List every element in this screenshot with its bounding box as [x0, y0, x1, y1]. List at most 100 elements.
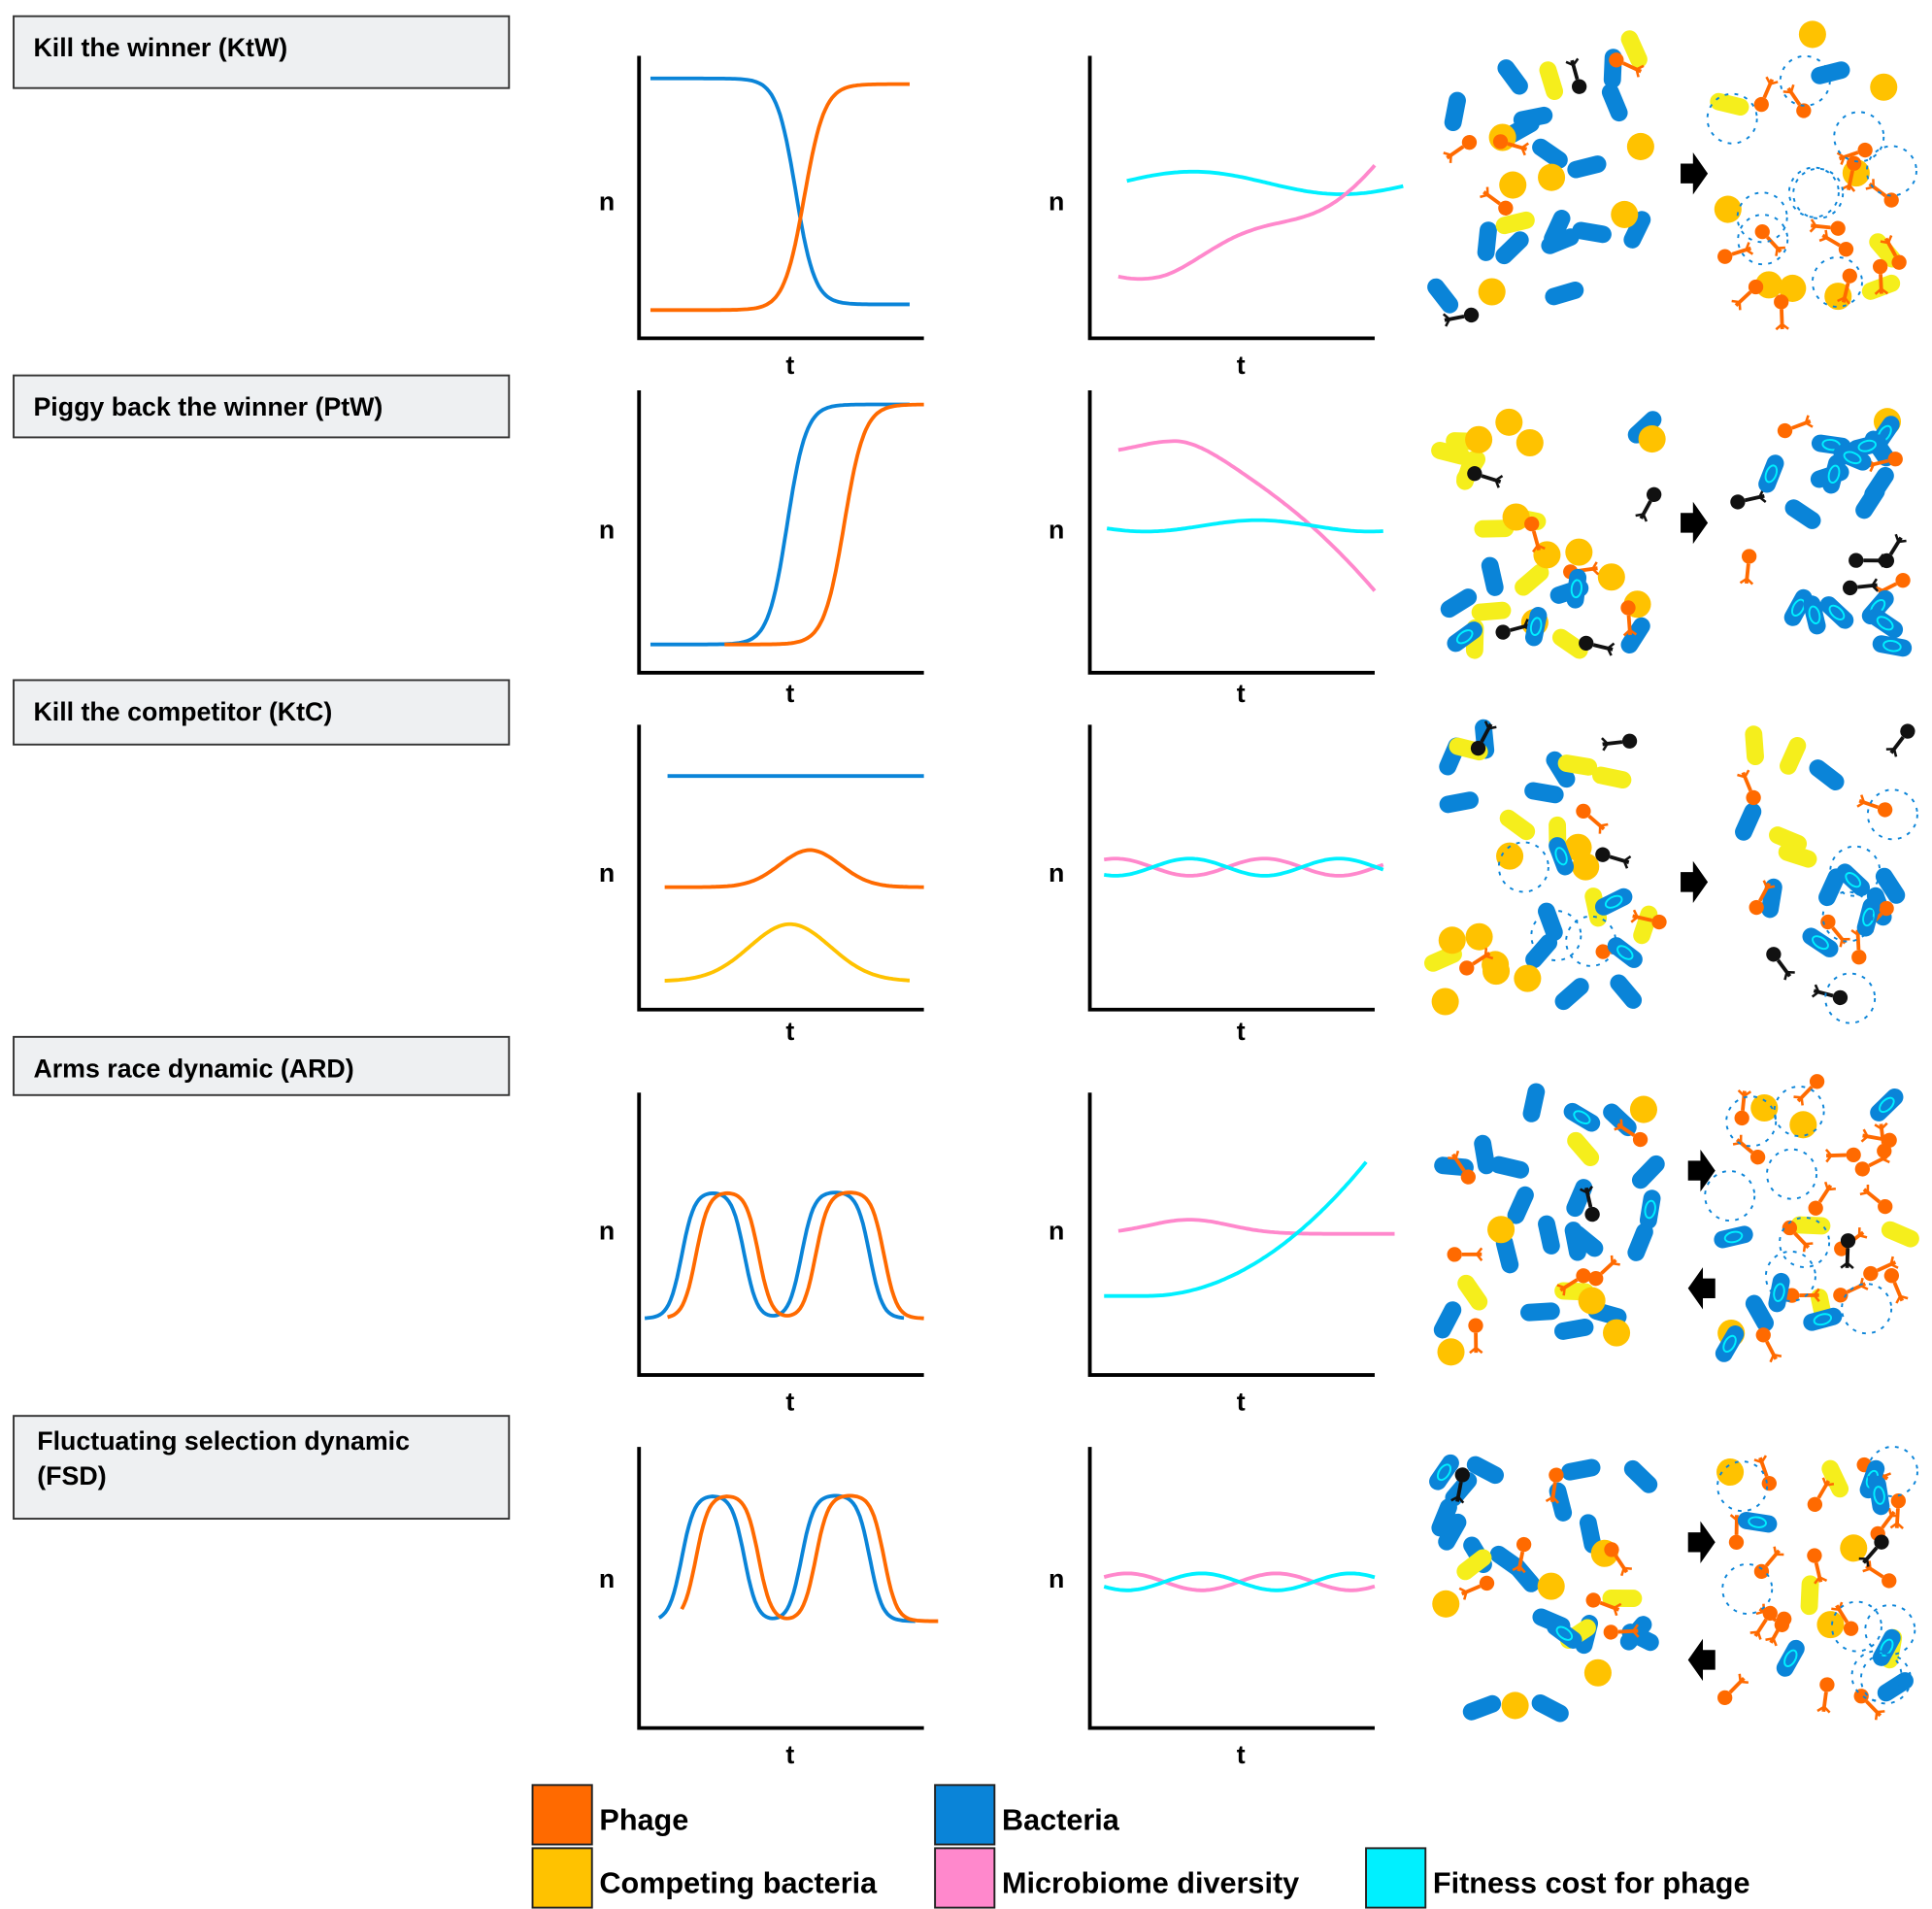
phage-head: [1495, 624, 1511, 640]
phage-legs: [1818, 229, 1829, 243]
arrow: [1681, 501, 1709, 545]
phage-tail: [1735, 1138, 1754, 1155]
phage-head: [1890, 1493, 1907, 1509]
phage-legs: [1580, 1186, 1594, 1194]
phage: [1793, 1074, 1825, 1106]
phage-head: [1807, 1548, 1822, 1563]
axis: [1087, 724, 1375, 1012]
bacterium: [1447, 621, 1482, 653]
phage-tail: [1817, 1184, 1833, 1203]
legend-swatch: [531, 1784, 593, 1846]
phage: [1717, 1673, 1749, 1706]
phage-legs: [1895, 1294, 1909, 1304]
phage-legs: [1824, 1148, 1833, 1163]
bacterium-ring: [1843, 451, 1862, 465]
phage-head: [1842, 268, 1857, 284]
phage-head: [1843, 1621, 1859, 1636]
phage-legs: [1831, 1601, 1844, 1612]
phage-tail: [1626, 615, 1632, 636]
phage: [1450, 1467, 1470, 1504]
phage: [1849, 553, 1884, 568]
bacterium: [1603, 1103, 1637, 1137]
lysed-cell: [1866, 788, 1918, 841]
y-axis-label: n: [599, 515, 615, 544]
phage-legs: [1613, 1602, 1622, 1617]
competing-bacterium: [1502, 503, 1530, 531]
bacterium-ring: [1880, 1638, 1894, 1657]
phage-legs: [1556, 1284, 1566, 1296]
competing-bacterium: [1750, 1093, 1779, 1122]
bacterium: [1553, 1319, 1594, 1340]
phage: [1730, 488, 1767, 510]
curve: [667, 1190, 924, 1321]
phage-tail: [1865, 1699, 1882, 1718]
curve: [1104, 1160, 1368, 1298]
phage-legs: [1749, 1630, 1762, 1640]
bacterium: [1802, 927, 1839, 957]
phage-legs: [1610, 1255, 1620, 1266]
bacterium-ring: [1722, 1334, 1737, 1354]
competing-bacterium: [1565, 538, 1593, 566]
bacterium-ring: [1644, 1199, 1656, 1220]
legend-swatch: [934, 1847, 996, 1909]
phage-tail: [1892, 1282, 1905, 1302]
phage-legs: [1823, 1181, 1836, 1191]
phage-head: [1749, 899, 1764, 916]
phage-head: [1808, 1200, 1823, 1216]
phage-legs: [1745, 242, 1754, 255]
phage-tail: [1753, 1618, 1768, 1638]
x-axis-label: t: [785, 1017, 794, 1046]
bacterium: [1872, 635, 1913, 657]
bacterium: [1715, 1325, 1745, 1362]
phage-legs: [1874, 1122, 1888, 1131]
phage-head: [1717, 249, 1733, 264]
phage-head: [1761, 1475, 1777, 1491]
phage-legs: [1765, 76, 1779, 85]
phage-legs: [1811, 984, 1820, 998]
phage-tail: [1877, 1260, 1897, 1273]
competing-bacterium: [1538, 163, 1566, 191]
phage-head: [1460, 1169, 1476, 1185]
bacterium: [1429, 1454, 1459, 1490]
bacterium-ring: [1882, 640, 1902, 653]
lysed-cell: [1841, 1283, 1893, 1335]
bacterium: [1768, 1272, 1790, 1313]
phage: [1728, 1514, 1745, 1550]
phage-legs: [1450, 1494, 1465, 1504]
bacterium: [1444, 91, 1466, 132]
bacterium: [1499, 809, 1536, 841]
bacterium: [1868, 1475, 1890, 1516]
phage-legs: [1622, 628, 1638, 637]
phage-tail: [1879, 274, 1883, 294]
bacterium: [1821, 1459, 1849, 1498]
row-title: Fluctuating selection dynamic (FSD): [37, 1426, 410, 1490]
competing-bacterium: [1603, 1319, 1631, 1347]
lysed-cell: [1773, 1086, 1825, 1137]
competing-bacterium: [1626, 132, 1654, 160]
phage-head: [1840, 1233, 1856, 1249]
arrow: [1681, 860, 1709, 904]
phage-legs: [1739, 577, 1754, 586]
competing-bacterium: [1514, 964, 1542, 992]
phage: [1604, 1542, 1632, 1577]
phage-tail: [1609, 854, 1630, 864]
bacterium: [1563, 1102, 1601, 1132]
phage-tail: [1616, 1122, 1636, 1137]
lysed-cell: [1850, 1650, 1903, 1702]
phage-legs: [1512, 1564, 1526, 1574]
phage-head: [1766, 947, 1782, 962]
phage-legs: [1814, 1575, 1828, 1585]
curve: [1126, 169, 1404, 196]
competing-bacterium: [1437, 1338, 1465, 1366]
phage: [1588, 1255, 1620, 1287]
bacterium-ring: [1573, 1110, 1591, 1124]
bacterium: [1780, 737, 1807, 775]
phage-head: [1461, 134, 1478, 151]
bacterium: [1551, 628, 1588, 659]
phage-head: [1524, 516, 1540, 532]
bacterium: [1737, 1511, 1778, 1533]
lysed-cell: [1565, 915, 1617, 967]
phage-tail: [1835, 1604, 1849, 1624]
phage-tail: [1507, 142, 1528, 151]
row-title-line: Fluctuating selection dynamic: [37, 1426, 410, 1456]
